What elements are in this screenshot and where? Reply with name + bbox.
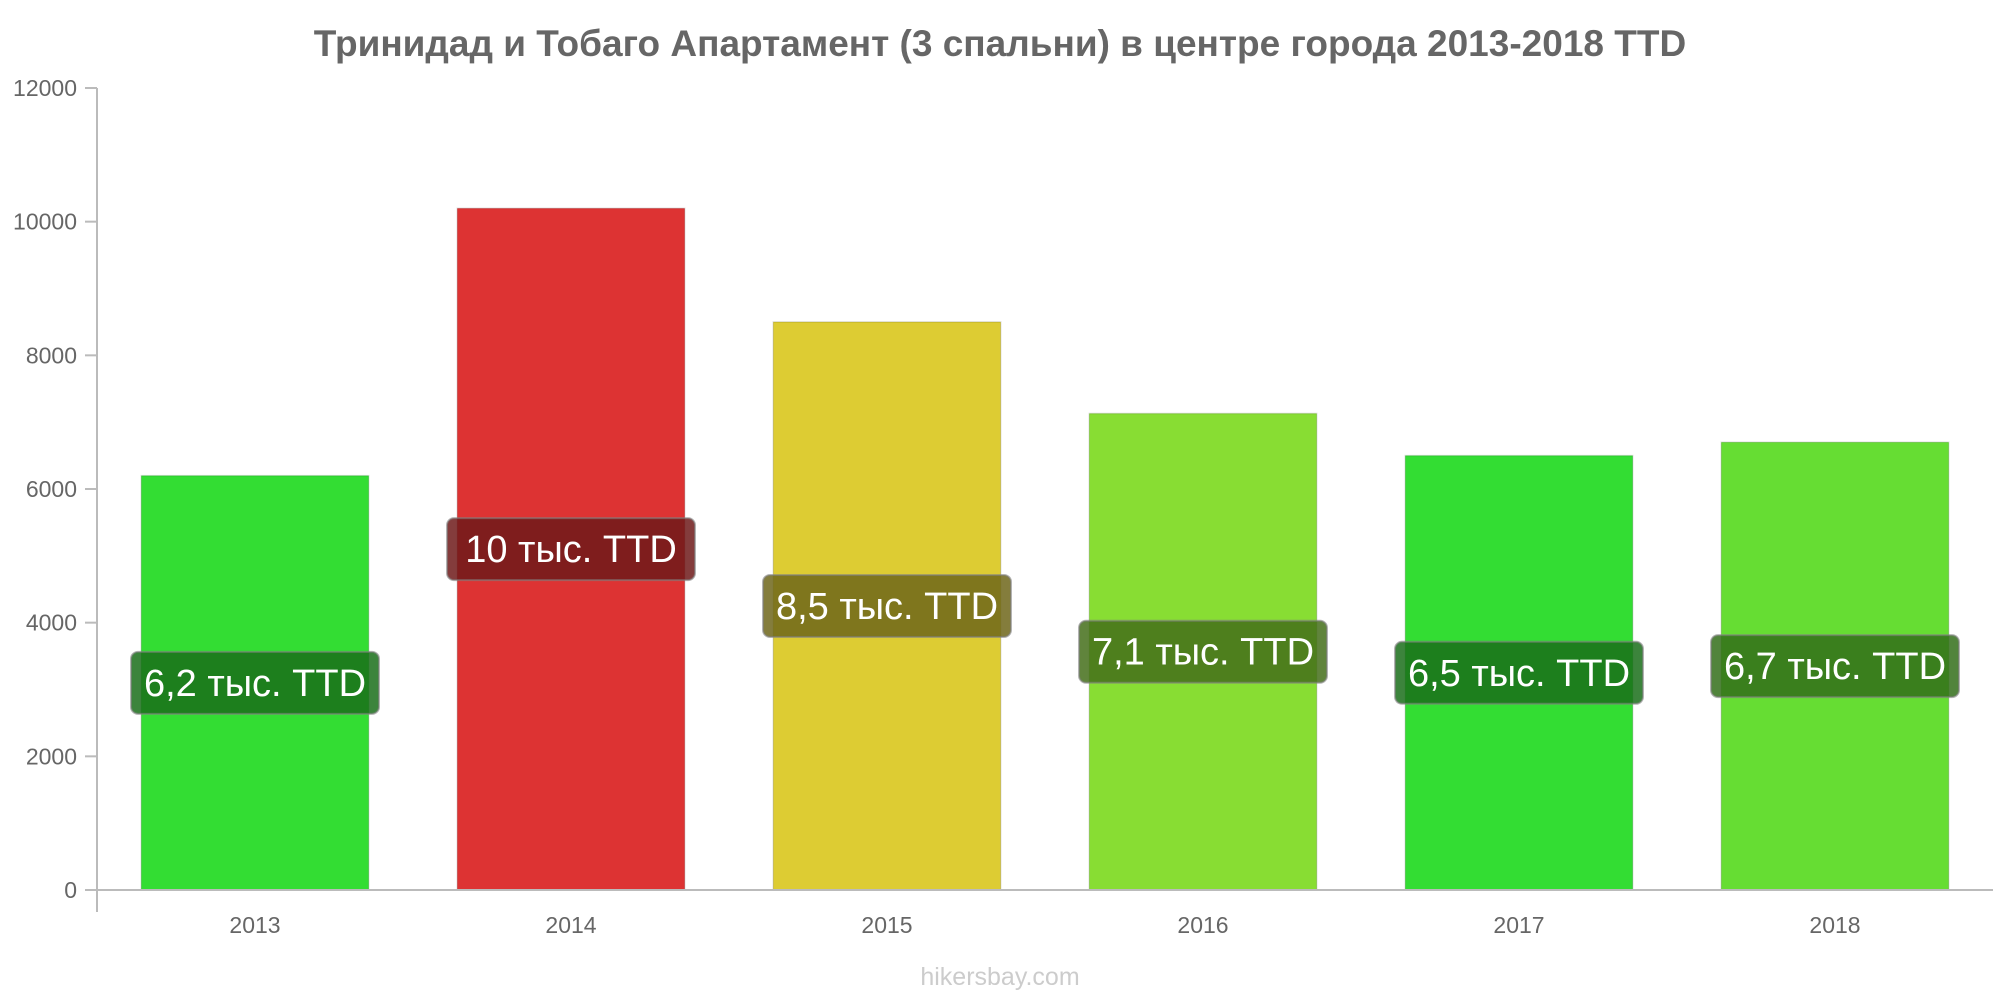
data-label-box-2018 bbox=[1710, 634, 1960, 699]
bars-group bbox=[140, 207, 1950, 891]
y-tick-label: 10000 bbox=[13, 209, 77, 235]
x-tick-label-2014: 2014 bbox=[545, 912, 596, 938]
x-axis: 2013 2014 2015 2016 2017 2018 bbox=[85, 889, 1993, 938]
data-label-2017: 6,5 тыс. TTD bbox=[1408, 653, 1630, 695]
data-label-2013: 6,2 тыс. TTD bbox=[144, 663, 366, 705]
x-tick-label-2017: 2017 bbox=[1493, 912, 1544, 938]
y-axis: 0 2000 4000 6000 8000 10000 12000 bbox=[13, 75, 98, 912]
data-labels-group: 6,2 тыс. TTD 10 тыс. TTD 8,5 тыс. TTD 7,1 т… bbox=[130, 517, 1960, 715]
data-label-2014: 10 тыс. TTD bbox=[465, 529, 677, 571]
x-tick-label-2016: 2016 bbox=[1177, 912, 1228, 938]
data-label-2016: 7,1 тыс. TTD bbox=[1092, 632, 1314, 674]
y-tick-label: 4000 bbox=[26, 610, 77, 636]
data-label-2015: 8,5 тыс. TTD bbox=[776, 586, 998, 628]
y-tick-label: 12000 bbox=[13, 75, 77, 101]
y-tick-label: 8000 bbox=[26, 342, 77, 368]
y-tick-label: 2000 bbox=[26, 743, 77, 769]
x-tick-label-2013: 2013 bbox=[229, 912, 280, 938]
data-label-box-2013 bbox=[130, 650, 380, 715]
chart-title: Тринидад и Тобаго Апартамент (3 спальни)… bbox=[314, 23, 1686, 64]
y-tick-label: 6000 bbox=[26, 476, 77, 502]
x-tick-label-2015: 2015 bbox=[861, 912, 912, 938]
x-tick-label-2018: 2018 bbox=[1809, 912, 1860, 938]
data-label-box-2014 bbox=[446, 517, 696, 582]
credit-text: hikersbay.com bbox=[920, 963, 1079, 991]
data-label-2018: 6,7 тыс. TTD bbox=[1724, 646, 1946, 688]
data-label-box-2016 bbox=[1078, 619, 1328, 684]
data-label-box-2017 bbox=[1394, 640, 1644, 705]
y-tick-label: 0 bbox=[64, 877, 77, 903]
data-label-box-2015 bbox=[762, 573, 1012, 638]
